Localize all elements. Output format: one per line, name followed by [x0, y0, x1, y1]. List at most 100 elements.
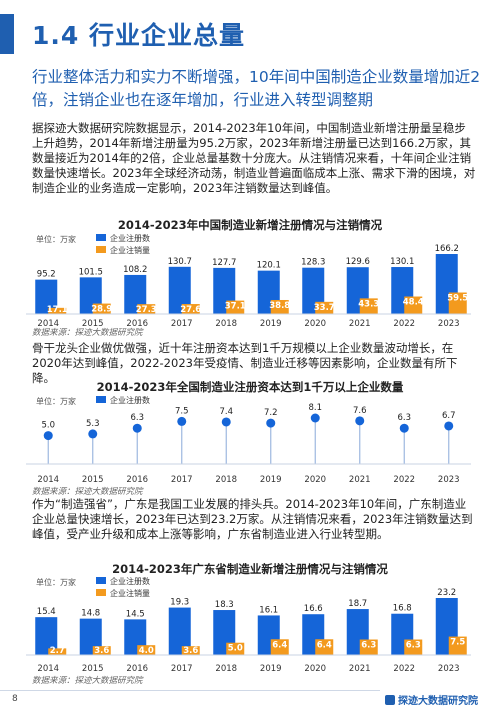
x-tick-label: 2015 — [82, 664, 104, 673]
x-tick-label: 2020 — [304, 319, 326, 328]
data-label: 128.3 — [301, 258, 325, 268]
data-label: 95.2 — [37, 270, 56, 280]
bar-cancellations — [270, 639, 289, 655]
data-label: 130.7 — [168, 257, 192, 267]
bar-cancellations — [137, 304, 156, 314]
paragraph-1: 据探迹大数据研究院数据显示，2014-2023年10年间，中国制造业新增注册量呈… — [32, 121, 476, 195]
chart-2-source: 数据来源：探迹大数据研究院 — [32, 487, 143, 497]
headline: 行业整体活力和实力不断增强，10年间中国制造企业数量增加近2倍，注销企业也在逐年… — [32, 68, 481, 109]
data-label: 5.0 — [41, 421, 55, 431]
x-tick-label: 2022 — [393, 319, 415, 328]
bar-cancellations — [181, 646, 200, 655]
x-tick-label: 2019 — [260, 319, 282, 328]
data-point — [177, 416, 187, 426]
paragraph-2: 骨干龙头企业做优做强，近十年注册资本达到1千万规模以上企业数量波动增长，在202… — [32, 341, 458, 385]
data-label: 48.4 — [403, 298, 424, 308]
data-label: 6.3 — [406, 641, 421, 651]
x-tick-label: 2018 — [215, 664, 237, 673]
data-label: 28.9 — [91, 305, 112, 315]
bar-cancellations — [448, 636, 467, 655]
data-label: 6.3 — [130, 413, 144, 423]
bar-registrations — [79, 618, 102, 655]
bar-registrations — [35, 617, 58, 655]
x-tick-label: 2016 — [126, 319, 148, 328]
data-point — [310, 413, 320, 423]
data-label: 5.0 — [228, 644, 243, 654]
x-tick-label: 2017 — [171, 475, 193, 484]
x-tick-label: 2015 — [82, 475, 104, 484]
data-point — [88, 429, 98, 439]
bar-cancellations — [48, 648, 67, 655]
data-point — [132, 423, 142, 433]
page-title: 1.4 行业企业总量 — [32, 21, 245, 50]
x-tick-label: 2014 — [37, 475, 59, 484]
data-label: 18.3 — [215, 600, 234, 610]
data-label: 6.4 — [272, 640, 287, 650]
data-label: 7.5 — [450, 638, 465, 648]
chart-1-source: 数据来源：探迹大数据研究院 — [32, 328, 143, 338]
x-tick-label: 2021 — [349, 319, 371, 328]
x-tick-label: 2021 — [349, 475, 371, 484]
data-label: 15.4 — [37, 607, 56, 617]
bar-cancellations — [359, 298, 378, 314]
chart-2-title: 2014-2023年全国制造业注册资本达到1千万以上企业数量 — [96, 380, 404, 394]
bar-cancellations — [359, 639, 378, 655]
data-point — [43, 431, 53, 441]
legend-swatch — [96, 396, 106, 403]
x-tick-label: 2018 — [215, 475, 237, 484]
x-tick-label: 2019 — [260, 664, 282, 673]
paragraph-3: 作为“制造强省”，广东是我国工业发展的排头兵。2014-2023年10年间，广东… — [32, 497, 473, 541]
data-label: 33.7 — [314, 303, 335, 313]
x-tick-label: 2022 — [393, 475, 415, 484]
legend-label: 企业注销量 — [110, 588, 150, 598]
x-tick-label: 2019 — [260, 475, 282, 484]
data-label: 27.3 — [136, 305, 157, 315]
legend-swatch — [96, 246, 106, 253]
data-label: 166.2 — [435, 244, 459, 254]
chart-3-source: 数据来源：探迹大数据研究院 — [32, 676, 143, 686]
x-tick-label: 2023 — [438, 664, 460, 673]
data-label: 130.1 — [390, 257, 414, 267]
legend-swatch — [96, 577, 106, 584]
chart-2: 单位：万家 企业注册数 2014 5.0 2015 5.3 2016 6.3 2017 7.5 20… — [26, 395, 471, 484]
x-tick-label: 2022 — [393, 664, 415, 673]
x-tick-label: 2020 — [304, 475, 326, 484]
bar-cancellations — [181, 304, 200, 314]
x-tick-label: 2016 — [126, 475, 148, 484]
bar-cancellations — [448, 292, 467, 314]
data-label: 108.2 — [123, 265, 147, 275]
x-tick-label: 2017 — [171, 664, 193, 673]
data-label: 5.3 — [86, 419, 100, 429]
x-tick-label: 2023 — [438, 319, 460, 328]
data-label: 14.5 — [126, 609, 145, 619]
data-label: 7.2 — [264, 408, 278, 418]
chart-unit-label: 单位：万家 — [36, 234, 76, 244]
chart-unit-label: 单位：万家 — [36, 577, 76, 587]
data-label: 37.1 — [225, 302, 246, 312]
bar-cancellations — [404, 639, 423, 655]
data-label: 2.7 — [50, 646, 65, 656]
data-label: 7.4 — [219, 407, 233, 417]
bar-cancellations — [270, 299, 289, 314]
data-label: 7.6 — [353, 406, 367, 416]
data-point — [399, 423, 409, 433]
data-label: 16.6 — [304, 604, 323, 614]
legend-label: 企业注册数 — [110, 395, 150, 405]
bar-cancellations — [315, 639, 334, 655]
chart-1-title: 2014-2023年中国制造业新增注册情况与注销情况 — [117, 218, 383, 232]
data-label: 129.6 — [346, 257, 370, 267]
chart-3-title: 2014-2023年广东省制造业新增注册情况与注销情况 — [112, 562, 388, 576]
footer-brand: 探迹大数据研究院 — [385, 692, 478, 707]
data-label: 16.1 — [259, 605, 278, 615]
bar-registrations — [168, 607, 191, 655]
bar-cancellations — [48, 307, 67, 314]
data-label: 14.8 — [81, 609, 100, 619]
data-label: 6.3 — [361, 641, 376, 651]
data-label: 23.2 — [437, 588, 456, 598]
data-label: 43.3 — [358, 299, 379, 309]
bar-cancellations — [226, 642, 245, 655]
bar-cancellations — [137, 645, 156, 655]
bar-registrations — [168, 266, 191, 314]
data-label: 59.5 — [447, 294, 468, 304]
